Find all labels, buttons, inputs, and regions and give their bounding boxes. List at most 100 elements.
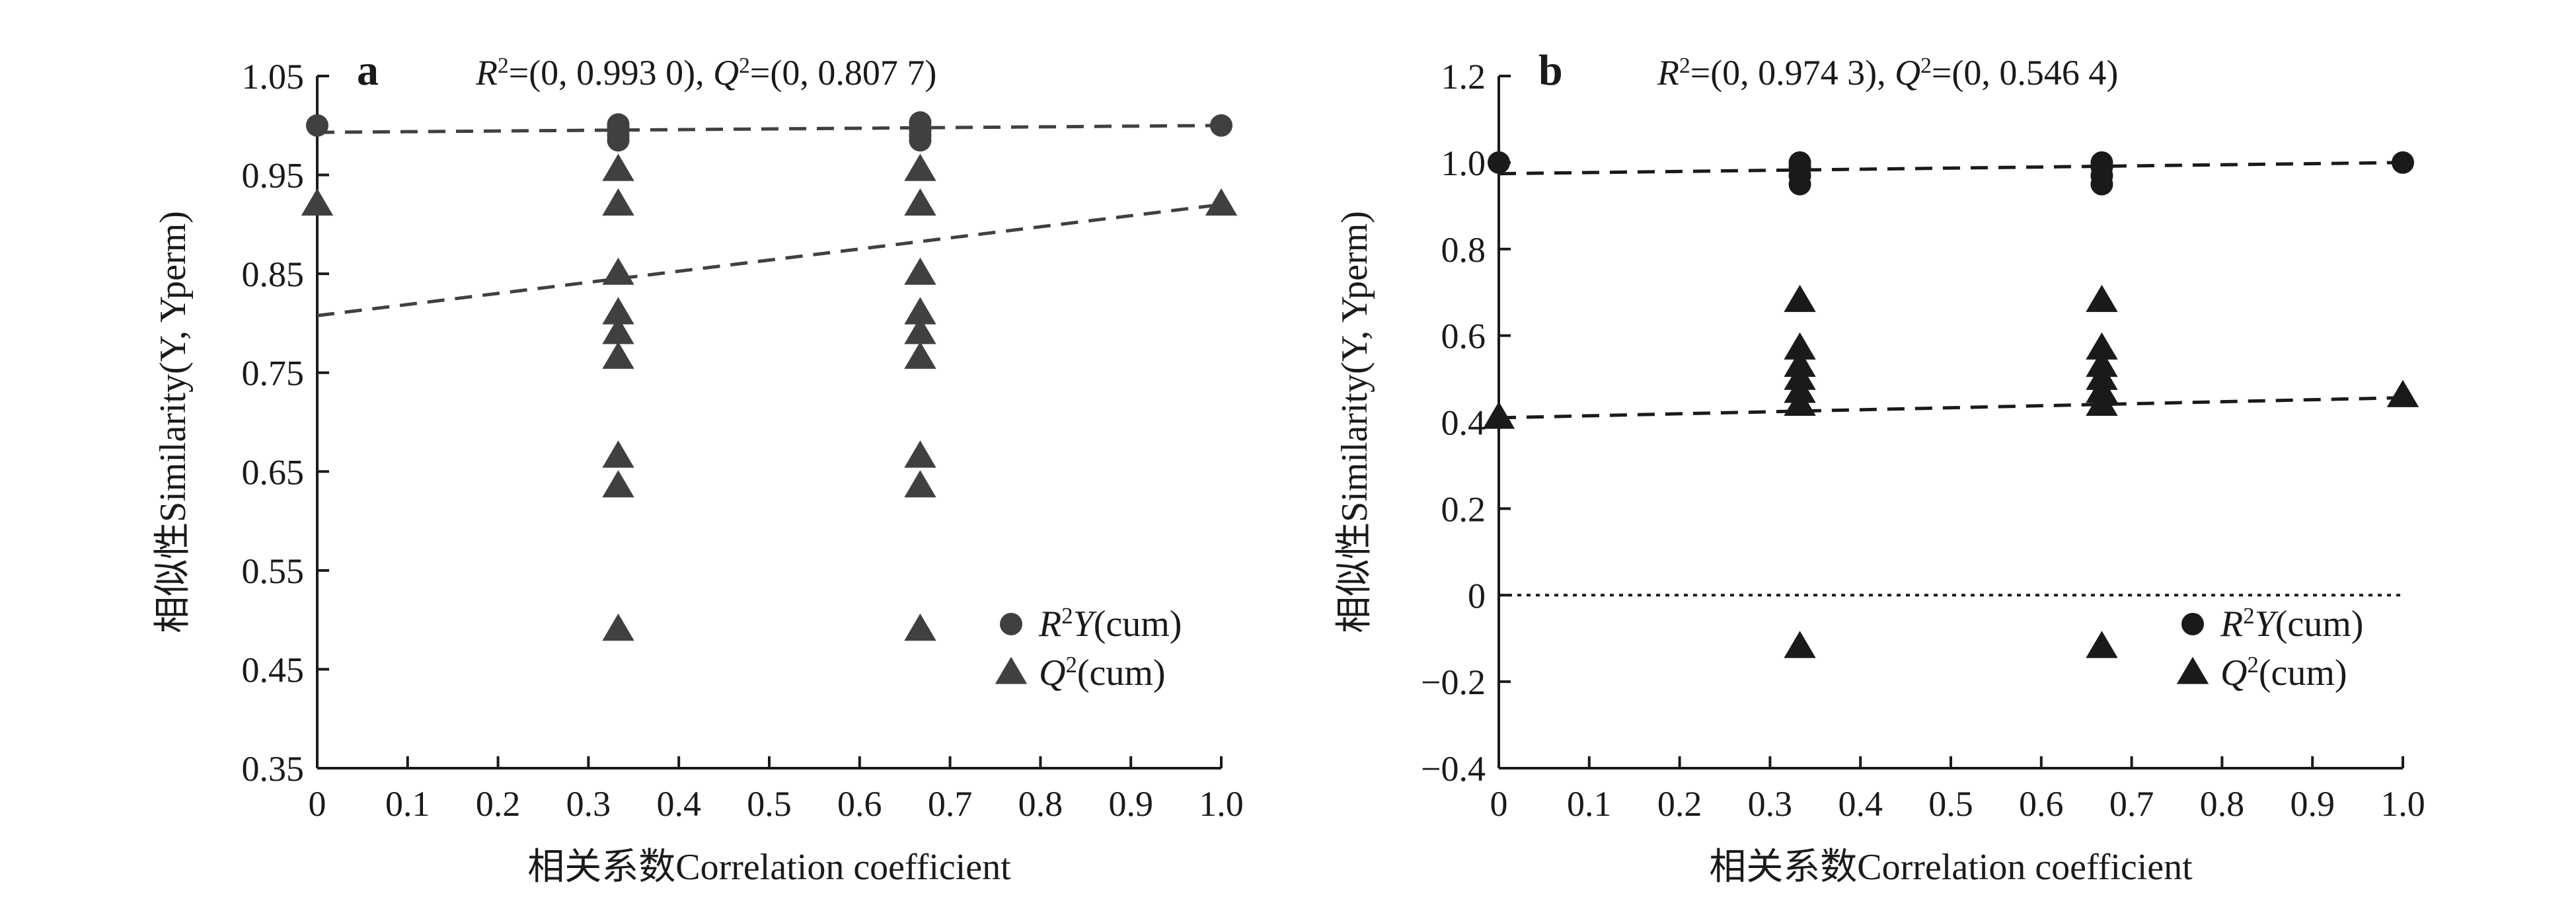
q2-point <box>602 470 634 498</box>
q2-point <box>2086 284 2118 312</box>
y-tick-label: 0.2 <box>1441 489 1486 529</box>
q2-point <box>2086 388 2118 416</box>
q2-point <box>2086 631 2118 658</box>
y-tick-label: 1.2 <box>1441 57 1486 97</box>
panel-label: b <box>1538 46 1563 95</box>
y-tick-label: 0.75 <box>242 354 305 393</box>
r2y-point <box>607 113 630 136</box>
q2-point <box>904 317 936 344</box>
legend-label-q2: Q2(cum) <box>2220 652 2347 694</box>
stat-annotation: R2=(0, 0.974 3), Q2=(0, 0.546 4) <box>1657 53 2118 93</box>
x-tick-label: 0.5 <box>1928 784 1973 824</box>
y-tick-label: 0 <box>1468 576 1486 615</box>
r2y-point <box>909 111 932 134</box>
x-axis-title: 相关系数Correlation coefficient <box>1709 847 2193 888</box>
q2-point <box>602 188 634 216</box>
y-axis-title: 相似性Similarity(Y, Yperm) <box>153 211 194 633</box>
q2-point <box>1784 631 1816 658</box>
panel-label: a <box>357 46 379 95</box>
x-tick-label: 0.4 <box>656 784 701 824</box>
y-tick-label: 1.0 <box>1441 143 1486 183</box>
x-tick-label: 0.6 <box>2019 784 2064 824</box>
q2-point <box>904 257 936 285</box>
x-tick-label: 0.7 <box>928 784 973 824</box>
q2-point <box>904 440 936 468</box>
r2y-point <box>1488 151 1510 174</box>
legend-label-q2: Q2(cum) <box>1039 652 1166 694</box>
q2-point <box>904 153 936 181</box>
legend-marker-r2y <box>2181 613 2204 635</box>
q2-point <box>904 297 936 325</box>
q2-point <box>602 297 634 325</box>
legend-marker-q2 <box>995 656 1028 684</box>
q2-point <box>602 257 634 285</box>
q2-point <box>602 153 634 181</box>
q2-point <box>904 341 936 369</box>
r2y-point <box>2392 151 2414 174</box>
q2-point <box>1784 284 1816 312</box>
q2-point <box>602 440 634 468</box>
y-tick-label: 0.85 <box>242 255 305 294</box>
q2-point <box>904 188 936 216</box>
panel-b: 0 0.1 0.2 0.3 0.4 0.5 0.6 0.7 0.8 0.9 1.0 −0.4 −0.2 0… <box>1334 46 2425 888</box>
y-tick-label: 0.55 <box>242 551 305 591</box>
stat-annotation: R2=(0, 0.993 0), Q2=(0, 0.807 7) <box>475 53 936 93</box>
r2y-point <box>306 114 328 137</box>
trend-line-q2 <box>1498 396 2404 420</box>
y-tick-label: 0.4 <box>1441 403 1486 443</box>
x-tick-label: 0.7 <box>2109 784 2154 824</box>
x-axis-title: 相关系数Correlation coefficient <box>527 847 1011 888</box>
q2-point <box>1205 188 1238 216</box>
q2-point <box>1482 401 1515 429</box>
y-tick-label: 0.95 <box>242 156 305 196</box>
x-tick-label: 0.3 <box>566 784 611 824</box>
q2-point <box>1784 332 1816 360</box>
x-tick-label: 0.2 <box>1657 784 1702 824</box>
legend-marker-q2 <box>2176 656 2209 684</box>
x-tick-label: 0.6 <box>837 784 882 824</box>
y-tick-label: 1.05 <box>242 57 305 97</box>
legend-marker-r2y <box>1000 613 1022 635</box>
y-tick-label: 0.6 <box>1441 317 1486 356</box>
x-tick-label: 0.4 <box>1838 784 1883 824</box>
x-tick-label: 0.9 <box>1108 784 1153 824</box>
x-tick-label: 0.1 <box>1567 784 1612 824</box>
q2-point <box>602 341 634 369</box>
x-tick-label: 0.1 <box>385 784 430 824</box>
legend-label-r2y: R2Y(cum) <box>2220 603 2363 645</box>
x-tick-label: 1.0 <box>1199 784 1244 824</box>
y-tick-label: 0.45 <box>242 650 305 690</box>
q2-point <box>602 613 634 641</box>
legend-label-r2y: R2Y(cum) <box>1038 603 1182 645</box>
r2y-point <box>1210 114 1232 137</box>
trend-line-q2 <box>317 202 1222 317</box>
x-tick-label: 0.5 <box>747 784 792 824</box>
q2-point <box>2086 332 2118 360</box>
q2-point <box>904 613 936 641</box>
q2-point <box>2386 379 2419 407</box>
x-tick-label: 0.3 <box>1748 784 1793 824</box>
y-axis-title: 相似性Similarity(Y, Yperm) <box>1334 211 1375 633</box>
r2y-point <box>2090 151 2113 174</box>
x-tick-label: 0.8 <box>1018 784 1063 824</box>
x-tick-label: 0.2 <box>476 784 521 824</box>
trend-line-r2y <box>317 124 1222 134</box>
panel-a: 0 0.1 0.2 0.3 0.4 0.5 0.6 0.7 0.8 0.9 1.0 0.35 0.45 0… <box>153 46 1244 888</box>
x-tick-label: 0 <box>309 784 326 824</box>
x-tick-label: 0.9 <box>2290 784 2335 824</box>
y-tick-label: 0.65 <box>242 452 305 492</box>
x-tick-label: 1.0 <box>2380 784 2425 824</box>
q2-point <box>1784 388 1816 416</box>
y-tick-label: −0.2 <box>1421 662 1486 702</box>
y-tick-label: 0.8 <box>1441 230 1486 270</box>
y-tick-label: −0.4 <box>1421 749 1486 789</box>
q2-point <box>602 317 634 344</box>
q2-point <box>301 188 334 216</box>
r2y-point <box>1788 151 1811 174</box>
x-tick-label: 0 <box>1490 784 1508 824</box>
q2-point <box>904 470 936 498</box>
y-tick-label: 0.35 <box>242 749 305 789</box>
x-tick-label: 0.8 <box>2200 784 2245 824</box>
